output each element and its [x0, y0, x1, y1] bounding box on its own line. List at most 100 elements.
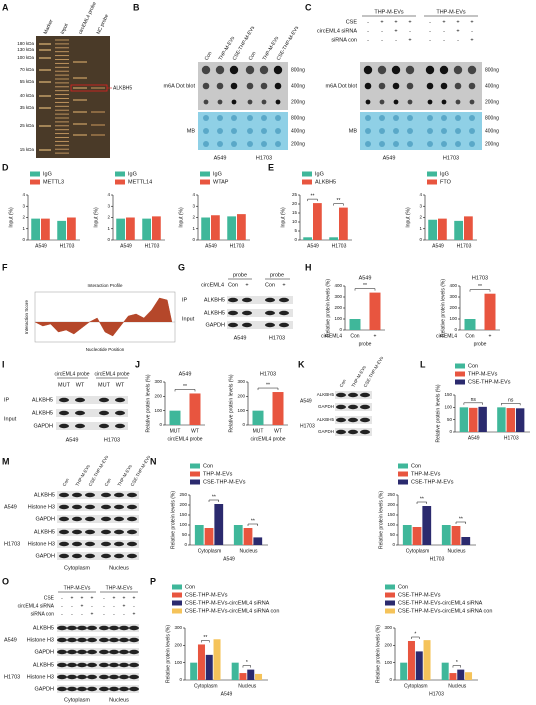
row-label: m6A Dot blot	[326, 83, 358, 89]
y-tick-label: 50	[182, 532, 188, 537]
band	[77, 674, 87, 680]
dot	[468, 82, 476, 90]
x-tick-label: Cytoplasm	[406, 548, 430, 554]
cell-label: A549	[4, 504, 17, 510]
dot	[273, 65, 283, 75]
x-tick-label: MUT	[170, 428, 181, 434]
marker-label: 70 kDa	[20, 67, 35, 72]
amount-label: 800ng	[291, 67, 305, 73]
significance: **	[337, 198, 341, 204]
sign: +	[133, 595, 136, 601]
dot	[378, 82, 386, 90]
legend-swatch	[427, 171, 437, 177]
legend-swatch	[398, 463, 408, 469]
chart-title: A549	[179, 371, 192, 377]
y-tick-label: 5	[294, 228, 297, 233]
section-label: Input	[182, 316, 195, 322]
y-tick-label: 100	[174, 660, 182, 665]
sign: +	[123, 595, 126, 601]
dot	[259, 65, 269, 75]
x-axis-label: H1703	[430, 556, 445, 562]
y-tick-label: 400	[449, 283, 457, 288]
x-tick-label: H1703	[145, 243, 160, 249]
band-label: ALKBH5	[317, 417, 335, 422]
amount-label: 400ng	[485, 128, 499, 134]
group-label: THP-M-EVs	[106, 585, 133, 591]
x-tick-label: WT	[274, 428, 282, 434]
blot-strip	[57, 685, 139, 693]
header: circEML4 probe	[94, 371, 129, 377]
amount-label: 800ng	[291, 115, 305, 121]
sign: +	[91, 595, 94, 601]
band	[127, 529, 137, 535]
bar	[116, 218, 126, 240]
sign: -	[429, 28, 431, 34]
y-tick-label: 0	[454, 327, 457, 332]
blot-strip	[57, 540, 139, 548]
legend-label: CSE-THP-M-EVs-circEML4 siRNA	[185, 600, 270, 606]
band-label: Histone H3	[27, 674, 54, 680]
amount-label: 400ng	[485, 83, 499, 89]
dot-blot	[198, 62, 288, 110]
x-tick-label: A549	[432, 243, 444, 249]
y-axis-label: Relative protein levels (%)	[145, 374, 151, 432]
chart-title: H1703	[472, 275, 488, 281]
lane-label: MUT	[98, 382, 111, 388]
dot	[377, 65, 387, 75]
significance: *	[456, 660, 458, 666]
x-axis-label: A549	[221, 691, 233, 697]
dot	[215, 65, 225, 75]
bar	[233, 525, 243, 545]
band	[101, 529, 111, 535]
bar	[31, 218, 41, 240]
bar	[438, 218, 447, 240]
mb-dot	[217, 128, 223, 134]
sign: -	[429, 37, 431, 43]
sign: -	[471, 28, 473, 34]
blot-strip	[57, 491, 139, 499]
band	[77, 625, 87, 631]
band	[57, 625, 67, 631]
legend-label: CSE-THP-M-EVs	[185, 592, 228, 598]
legend-label: WTAP	[213, 179, 229, 185]
legend-label: IgG	[440, 171, 449, 177]
legend-swatch	[398, 479, 408, 485]
y-axis-label: Input (%)	[93, 207, 99, 228]
sign: -	[113, 611, 115, 617]
fraction-label: Nucleus	[109, 565, 129, 571]
band	[127, 504, 137, 510]
bar	[461, 537, 471, 545]
legend-label: FTO	[440, 179, 452, 185]
sign: -	[367, 37, 369, 43]
legend-label: Con	[468, 363, 478, 369]
dot	[425, 65, 435, 75]
sign: +	[442, 19, 445, 25]
x-tick-label: +	[374, 333, 377, 339]
blot-strip	[57, 552, 139, 560]
significance: **	[203, 635, 207, 641]
sign: +	[380, 19, 383, 25]
mb-dot	[261, 141, 267, 147]
band	[87, 637, 97, 643]
legend-label: Con	[203, 463, 213, 469]
sign: -	[395, 37, 397, 43]
bar	[41, 218, 50, 240]
bar	[255, 673, 263, 680]
legend-label: METTL14	[128, 179, 152, 185]
y-tick-label: 200	[237, 394, 245, 399]
sign: -	[71, 603, 73, 609]
mb-dot	[231, 141, 237, 147]
row-label: m6A Dot blot	[164, 83, 196, 89]
blot-strip	[57, 661, 139, 669]
y-tick-label: 300	[154, 379, 162, 384]
legend-swatch	[200, 171, 210, 177]
blot-strip	[57, 503, 139, 511]
dot	[440, 82, 448, 90]
condition-label: siRNA con	[331, 37, 357, 43]
band-label: GAPDH	[34, 686, 54, 692]
sign: +	[470, 37, 473, 43]
y-axis-label: Relative protein levels (%)	[228, 374, 234, 432]
bar	[423, 640, 431, 680]
y-tick-label: 150	[444, 392, 452, 397]
mb-dot	[379, 141, 385, 147]
